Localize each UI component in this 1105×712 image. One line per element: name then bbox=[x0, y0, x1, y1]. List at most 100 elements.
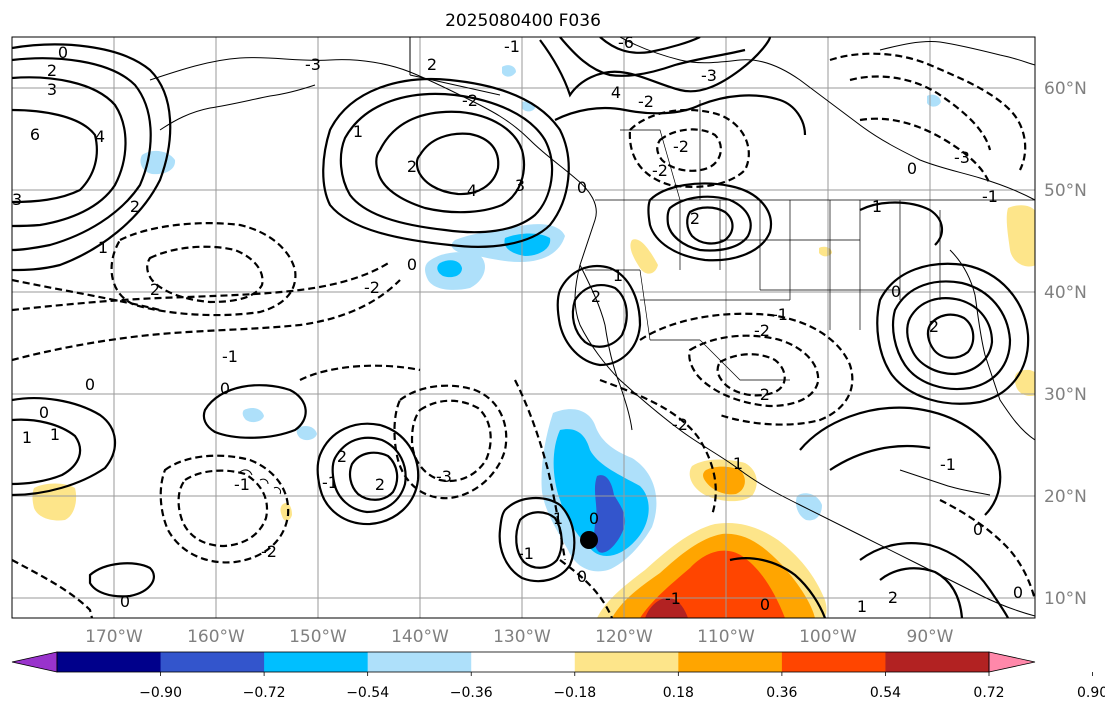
svg-text:0: 0 bbox=[891, 282, 901, 301]
storm-center-marker bbox=[580, 531, 598, 549]
colorbar-segment bbox=[678, 652, 783, 672]
lat-label-40n: 40°N bbox=[1044, 283, 1087, 303]
svg-text:2: 2 bbox=[888, 588, 898, 607]
svg-text:-3: -3 bbox=[954, 148, 970, 167]
map-gridlines bbox=[12, 37, 1035, 618]
svg-text:-1: -1 bbox=[222, 347, 238, 366]
colorbar-tick-label: 0.18 bbox=[663, 685, 694, 701]
colorbar-tick-label: 0.54 bbox=[870, 685, 901, 701]
svg-text:2: 2 bbox=[591, 287, 601, 306]
svg-text:3: 3 bbox=[47, 80, 57, 99]
lat-label-30n: 30°N bbox=[1044, 385, 1087, 405]
lon-label-100w: 100°W bbox=[799, 627, 857, 647]
colorbar-segment bbox=[160, 652, 265, 672]
svg-text:2: 2 bbox=[150, 280, 160, 299]
svg-text:0: 0 bbox=[58, 43, 68, 62]
svg-text:-3: -3 bbox=[305, 55, 321, 74]
svg-text:0: 0 bbox=[220, 379, 230, 398]
svg-text:-1: -1 bbox=[504, 37, 520, 56]
coastlines bbox=[149, 37, 1035, 617]
svg-text:1: 1 bbox=[553, 509, 563, 528]
svg-text:-1: -1 bbox=[940, 455, 956, 474]
svg-text:4: 4 bbox=[95, 127, 105, 146]
svg-text:2: 2 bbox=[929, 317, 939, 336]
svg-text:-3: -3 bbox=[701, 66, 717, 85]
colorbar-tick-label: 0.90 bbox=[1077, 685, 1105, 701]
colorbar-tick-label: −0.72 bbox=[243, 685, 286, 701]
lon-label-130w: 130°W bbox=[493, 627, 551, 647]
svg-text:-6: -6 bbox=[618, 33, 634, 52]
lon-label-120w: 120°W bbox=[595, 627, 653, 647]
svg-text:-1: -1 bbox=[518, 544, 534, 563]
colorbar-tick-label: −0.54 bbox=[346, 685, 389, 701]
colorbar: −0.90 −0.72 −0.54 −0.36 −0.18 0.18 0.36 0.54 0.7… bbox=[11, 651, 1105, 701]
svg-text:1: 1 bbox=[50, 425, 60, 444]
colorbar-segment bbox=[264, 652, 369, 672]
latitude-labels: 60°N 50°N 40°N 30°N 20°N 10°N bbox=[1044, 79, 1087, 609]
lon-label-150w: 150°W bbox=[289, 627, 347, 647]
svg-text:-2: -2 bbox=[672, 415, 688, 434]
map-frame bbox=[11, 36, 1036, 619]
colorbar-extend-high bbox=[988, 651, 1036, 673]
svg-text:-1: -1 bbox=[665, 589, 681, 608]
svg-text:0: 0 bbox=[120, 592, 130, 611]
colorbar-extend-low bbox=[11, 651, 58, 673]
svg-text:3: 3 bbox=[515, 176, 525, 195]
svg-text:0: 0 bbox=[577, 178, 587, 197]
svg-text:2: 2 bbox=[130, 197, 140, 216]
svg-text:1: 1 bbox=[872, 197, 882, 216]
colorbar-segment bbox=[471, 652, 576, 672]
svg-text:0: 0 bbox=[907, 159, 917, 178]
colorbar-segment bbox=[574, 652, 679, 672]
lat-label-10n: 10°N bbox=[1044, 589, 1087, 609]
svg-text:2: 2 bbox=[375, 475, 385, 494]
svg-text:3: 3 bbox=[12, 190, 22, 209]
svg-text:-2: -2 bbox=[754, 385, 770, 404]
svg-text:0: 0 bbox=[973, 520, 983, 539]
svg-text:-1: -1 bbox=[982, 187, 998, 206]
lat-label-20n: 20°N bbox=[1044, 487, 1087, 507]
colorbar-tick-label: 0.36 bbox=[766, 685, 797, 701]
svg-text:-1: -1 bbox=[234, 475, 250, 494]
svg-text:1: 1 bbox=[22, 428, 32, 447]
lat-label-50n: 50°N bbox=[1044, 181, 1087, 201]
svg-text:4: 4 bbox=[467, 181, 477, 200]
svg-text:-2: -2 bbox=[754, 321, 770, 340]
contour-lines bbox=[12, 37, 1035, 618]
colorbar-segment bbox=[57, 652, 162, 672]
svg-text:0: 0 bbox=[85, 375, 95, 394]
lon-label-140w: 140°W bbox=[391, 627, 449, 647]
svg-text:1: 1 bbox=[98, 238, 108, 257]
colorbar-segment bbox=[367, 652, 472, 672]
svg-text:2: 2 bbox=[337, 447, 347, 466]
svg-text:1: 1 bbox=[857, 597, 867, 616]
svg-text:0: 0 bbox=[39, 403, 49, 422]
map-title: 2025080400 F036 bbox=[445, 11, 601, 31]
lon-label-110w: 110°W bbox=[697, 627, 755, 647]
svg-text:6: 6 bbox=[30, 125, 40, 144]
svg-text:-2: -2 bbox=[261, 542, 277, 561]
svg-text:-1: -1 bbox=[772, 305, 788, 324]
map-area: 0 2 3 6 4 1 2 3 -3 2 1 2 4 3 -1 -2 0 -6 … bbox=[12, 33, 1035, 618]
svg-text:0: 0 bbox=[407, 255, 417, 274]
svg-text:2: 2 bbox=[407, 157, 417, 176]
longitude-labels: 170°W 160°W 150°W 140°W 130°W 120°W 110°… bbox=[85, 627, 954, 647]
svg-text:1: 1 bbox=[733, 454, 743, 473]
svg-text:-2: -2 bbox=[638, 92, 654, 111]
contour-labels: 0 2 3 6 4 1 2 3 -3 2 1 2 4 3 -1 -2 0 -6 … bbox=[12, 33, 1023, 616]
lat-label-60n: 60°N bbox=[1044, 79, 1087, 99]
lon-label-170w: 170°W bbox=[85, 627, 143, 647]
svg-text:-3: -3 bbox=[436, 467, 452, 486]
svg-text:-2: -2 bbox=[673, 137, 689, 156]
lon-label-90w: 90°W bbox=[907, 627, 954, 647]
svg-text:0: 0 bbox=[1013, 583, 1023, 602]
lon-label-160w: 160°W bbox=[187, 627, 245, 647]
svg-text:4: 4 bbox=[611, 83, 621, 102]
svg-text:-2: -2 bbox=[462, 91, 478, 110]
colorbar-segment bbox=[885, 652, 990, 672]
colorbar-tick-label: 0.72 bbox=[973, 685, 1004, 701]
svg-text:-2: -2 bbox=[652, 161, 668, 180]
svg-text:0: 0 bbox=[589, 509, 599, 528]
colorbar-tick-label: −0.18 bbox=[553, 685, 596, 701]
